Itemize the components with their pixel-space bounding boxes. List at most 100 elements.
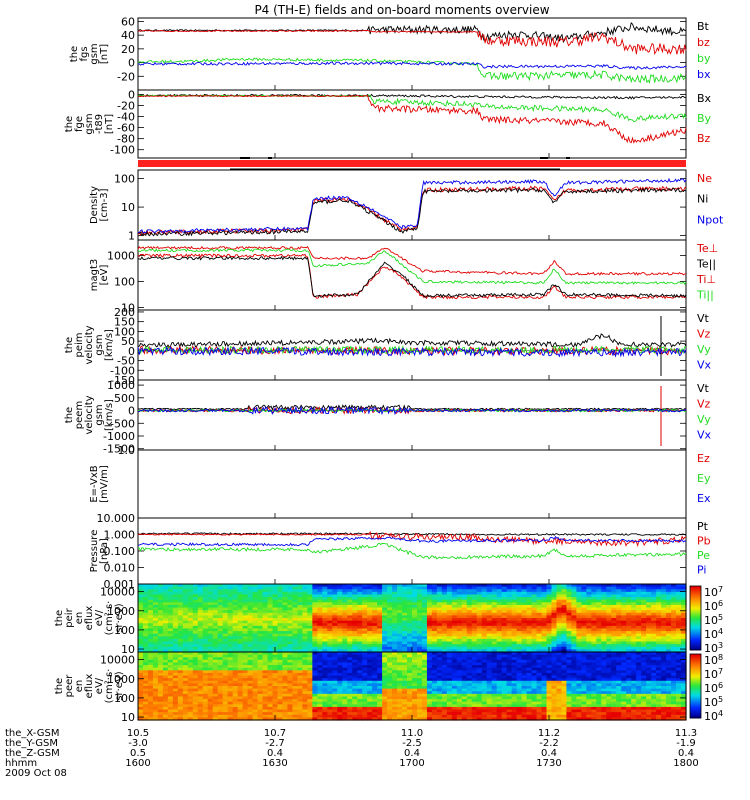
heatmap-cell xyxy=(342,618,348,622)
heatmap-cell xyxy=(237,631,244,635)
heatmap-cell xyxy=(337,623,343,627)
heatmap-cell xyxy=(337,649,343,653)
heatmap-cell xyxy=(636,644,642,648)
heatmap-cell xyxy=(367,591,373,596)
heatmap-cell xyxy=(566,628,573,632)
heatmap-cell xyxy=(676,641,682,645)
heatmap-cell xyxy=(162,683,169,687)
heatmap-cell xyxy=(377,662,383,666)
heatmap-cell xyxy=(187,714,194,718)
heatmap-cell xyxy=(611,636,617,640)
heatmap-cell xyxy=(372,646,378,650)
heatmap-cell xyxy=(202,597,209,601)
heatmap-cell xyxy=(397,712,403,716)
heatmap-cell xyxy=(431,628,438,632)
heatmap-cell xyxy=(202,712,209,716)
heatmap-cell xyxy=(451,623,458,627)
heatmap-cell xyxy=(257,620,264,624)
heatmap-cell xyxy=(416,649,423,653)
heatmap-cell xyxy=(412,641,418,645)
heatmap-cell xyxy=(402,691,408,695)
heatmap-cell xyxy=(357,589,363,593)
heatmap-cell xyxy=(531,604,538,609)
heatmap-cell xyxy=(252,693,259,698)
heatmap-cell xyxy=(556,586,563,590)
heatmap-cell xyxy=(491,607,498,611)
heatmap-cell xyxy=(207,652,214,656)
heatmap-cell xyxy=(192,597,199,601)
heatmap-cell xyxy=(666,646,672,650)
heatmap-cell xyxy=(237,693,244,698)
heatmap-cell xyxy=(636,646,642,650)
legend-entry: Vt xyxy=(697,382,710,395)
heatmap-cell xyxy=(162,706,169,711)
heatmap-cell xyxy=(661,607,667,611)
heatmap-cell xyxy=(476,699,483,703)
heatmap-cell xyxy=(157,665,164,669)
heatmap-cell xyxy=(666,636,672,640)
y-axis-label: [eV] xyxy=(99,265,110,286)
heatmap-cell xyxy=(421,641,428,645)
heatmap-cell xyxy=(392,599,398,603)
heatmap-cell xyxy=(516,620,523,624)
heatmap-cell xyxy=(357,591,363,596)
heatmap-cell xyxy=(237,706,244,711)
heatmap-cell xyxy=(471,709,478,713)
heatmap-cell xyxy=(671,607,677,611)
heatmap-cell xyxy=(322,691,328,695)
heatmap-cell xyxy=(591,604,597,609)
heatmap-cell xyxy=(192,625,199,630)
heatmap-cell xyxy=(601,615,607,619)
heatmap-cell xyxy=(302,597,308,601)
heatmap-cell xyxy=(461,688,468,692)
heatmap-cell xyxy=(511,615,518,619)
heatmap-cell xyxy=(431,696,438,700)
heatmap-cell xyxy=(302,652,308,656)
heatmap-cell xyxy=(651,636,657,640)
heatmap-cell xyxy=(476,589,483,593)
heatmap-cell xyxy=(566,597,573,601)
heatmap-cell xyxy=(646,641,652,645)
heatmap-cell xyxy=(332,712,338,716)
heatmap-cell xyxy=(531,625,538,630)
heatmap-cell xyxy=(162,646,169,650)
heatmap-cell xyxy=(566,623,573,627)
heatmap-cell xyxy=(217,607,224,611)
heatmap-cell xyxy=(631,633,637,637)
heatmap-cell xyxy=(152,597,159,601)
heatmap-cell xyxy=(152,625,159,630)
heatmap-cell xyxy=(431,586,438,590)
heatmap-cell xyxy=(402,706,408,711)
heatmap-cell xyxy=(536,631,543,635)
heatmap-cell xyxy=(227,667,234,671)
heatmap-cell xyxy=(521,628,528,632)
heatmap-cell xyxy=(267,714,274,718)
heatmap-cell xyxy=(272,597,279,601)
heatmap-cell xyxy=(157,675,164,679)
heatmap-cell xyxy=(302,714,308,718)
heatmap-cell xyxy=(596,607,602,611)
heatmap-cell xyxy=(327,586,333,590)
heatmap-cell xyxy=(142,667,149,671)
heatmap-cell xyxy=(631,602,637,606)
heatmap-cell xyxy=(217,696,224,700)
heatmap-cell xyxy=(247,686,254,690)
heatmap-cell xyxy=(227,597,234,601)
heatmap-cell xyxy=(347,704,353,708)
heatmap-cell xyxy=(646,610,652,614)
heatmap-cell xyxy=(297,688,303,692)
heatmap-cell xyxy=(182,589,189,593)
heatmap-cell xyxy=(262,584,269,588)
heatmap-cell xyxy=(237,717,244,721)
heatmap-cell xyxy=(606,602,612,606)
heatmap-cell xyxy=(476,680,483,684)
heatmap-cell xyxy=(571,649,577,653)
heatmap-cell xyxy=(307,591,313,596)
heatmap-cell xyxy=(332,699,338,703)
heatmap-cell xyxy=(162,696,169,700)
heatmap-cell xyxy=(152,667,159,671)
heatmap-cell xyxy=(397,625,403,630)
heatmap-cell xyxy=(431,717,438,721)
heatmap-cell xyxy=(446,594,453,598)
heatmap-cell xyxy=(407,610,413,614)
